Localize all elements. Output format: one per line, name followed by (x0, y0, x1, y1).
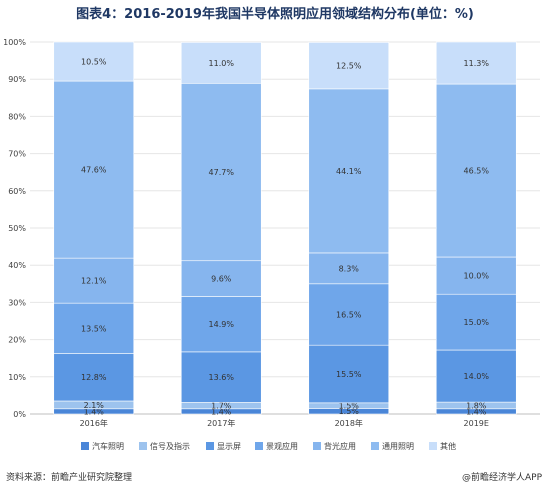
y-tick-label: 10% (8, 373, 26, 382)
bar-segment (435, 293, 517, 351)
data-label: 1.8% (466, 401, 487, 410)
bar-segment (53, 41, 135, 82)
y-tick-label: 60% (8, 187, 26, 196)
data-label: 15.0% (464, 318, 490, 327)
bar-segment (53, 353, 135, 402)
legend-label: 汽车照明 (92, 441, 124, 451)
data-label: 1.5% (339, 407, 360, 416)
chart-title: 图表4：2016-2019年我国半导体照明应用领域结构分布(单位：%) (76, 7, 474, 22)
bar-segment (180, 260, 262, 297)
y-tick-label: 90% (8, 75, 26, 84)
data-label: 10.0% (464, 272, 490, 281)
bar-segment (435, 41, 517, 85)
data-label: 13.5% (81, 324, 107, 333)
x-tick-label: 2016年 (80, 418, 108, 428)
y-tick-label: 20% (8, 336, 26, 345)
data-label: 44.1% (336, 167, 362, 176)
bar-segment (180, 296, 262, 353)
x-tick-label: 2018年 (335, 418, 363, 428)
data-label: 1.5% (339, 402, 360, 411)
data-label: 15.5% (336, 370, 362, 379)
x-tick-label: 2017年 (207, 418, 235, 428)
data-label: 11.0% (209, 59, 235, 68)
bar-segment (308, 283, 390, 346)
data-label: 9.6% (211, 275, 232, 284)
legend-label: 其他 (440, 441, 456, 451)
legend-swatch (206, 442, 214, 450)
y-tick-label: 80% (8, 112, 26, 121)
chart: 0%10%20%30%40%50%60%70%80%90%100%1.4%2.1… (3, 38, 540, 451)
data-label: 11.3% (464, 59, 490, 68)
legend-label: 信号及指示 (150, 441, 190, 451)
bar-segment (53, 302, 135, 354)
data-label: 1.4% (84, 407, 105, 416)
bar-segment (435, 83, 517, 258)
data-label: 10.5% (81, 58, 107, 67)
y-tick-label: 40% (8, 261, 26, 270)
y-tick-label: 50% (8, 224, 26, 233)
bar-segment (53, 80, 135, 259)
data-label: 1.4% (466, 407, 487, 416)
legend-label: 通用照明 (382, 441, 414, 451)
data-label: 16.5% (336, 310, 362, 319)
legend-swatch (313, 442, 321, 450)
bar-segment (308, 252, 390, 285)
legend-label: 背光应用 (324, 441, 356, 451)
legend-swatch (371, 442, 379, 450)
legend-swatch (429, 442, 437, 450)
legend-swatch (255, 442, 263, 450)
data-label: 2.1% (84, 401, 105, 410)
source-note: 资料来源：前瞻产业研究院整理 (6, 473, 133, 483)
data-label: 12.1% (81, 277, 107, 286)
data-label: 12.8% (81, 373, 107, 382)
y-tick-label: 100% (3, 38, 26, 47)
y-tick-label: 30% (8, 298, 26, 307)
bar-segment (308, 344, 390, 404)
data-label: 46.5% (464, 167, 490, 176)
data-label: 12.5% (336, 62, 362, 71)
credit-note: @前瞻经济学人APP (461, 473, 542, 483)
data-label: 14.0% (464, 372, 490, 381)
y-tick-label: 70% (8, 150, 26, 159)
legend-label: 景观应用 (266, 441, 298, 451)
data-label: 13.6% (209, 373, 235, 382)
data-label: 47.7% (209, 168, 235, 177)
data-label: 14.9% (209, 320, 235, 329)
bar-segment (435, 349, 517, 403)
bar-segment (53, 257, 135, 304)
x-tick-label: 2019E (464, 419, 489, 428)
data-label: 47.6% (81, 166, 107, 175)
data-label: 8.3% (339, 264, 360, 273)
legend-label: 显示屏 (217, 442, 241, 451)
bar-segment (308, 42, 390, 90)
legend-swatch (139, 442, 147, 450)
bar-segment (180, 42, 262, 84)
y-tick-label: 0% (13, 410, 26, 419)
legend-swatch (81, 442, 89, 450)
data-label: 1.4% (211, 407, 232, 416)
data-label: 1.7% (211, 402, 232, 411)
bar-segment (180, 82, 262, 262)
